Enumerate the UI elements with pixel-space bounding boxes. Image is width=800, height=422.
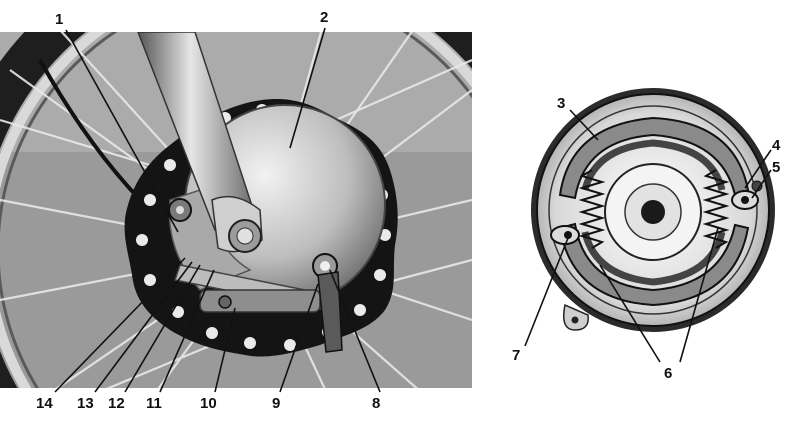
callout-8: 8 xyxy=(372,395,380,412)
return-spring-left xyxy=(578,169,606,249)
return-spring-right xyxy=(702,169,730,249)
callout-2: 2 xyxy=(320,9,328,26)
brake-shoe-upper xyxy=(558,116,750,200)
callout-12: 12 xyxy=(108,395,125,412)
callout-4: 4 xyxy=(772,137,781,154)
callout-1: 1 xyxy=(55,11,63,28)
callout-7: 7 xyxy=(512,347,520,364)
callout-14: 14 xyxy=(36,395,53,412)
fork-leg xyxy=(137,32,263,253)
callout-5: 5 xyxy=(772,159,780,176)
brake-drum-drawing xyxy=(531,88,775,332)
leader-lines xyxy=(54,27,772,393)
callout-13: 13 xyxy=(77,395,94,412)
callout-10: 10 xyxy=(200,395,217,412)
callout-9: 9 xyxy=(272,395,280,412)
callout-11: 11 xyxy=(146,395,162,412)
callout-6: 6 xyxy=(664,365,672,382)
brake-shoe-lower xyxy=(558,222,750,307)
callout-3: 3 xyxy=(557,95,565,112)
wheel-hub-photo xyxy=(0,32,472,388)
callout-labels: 1 2 3 4 5 6 7 8 9 10 11 12 13 14 xyxy=(36,9,781,412)
axle-bolt xyxy=(218,295,232,309)
